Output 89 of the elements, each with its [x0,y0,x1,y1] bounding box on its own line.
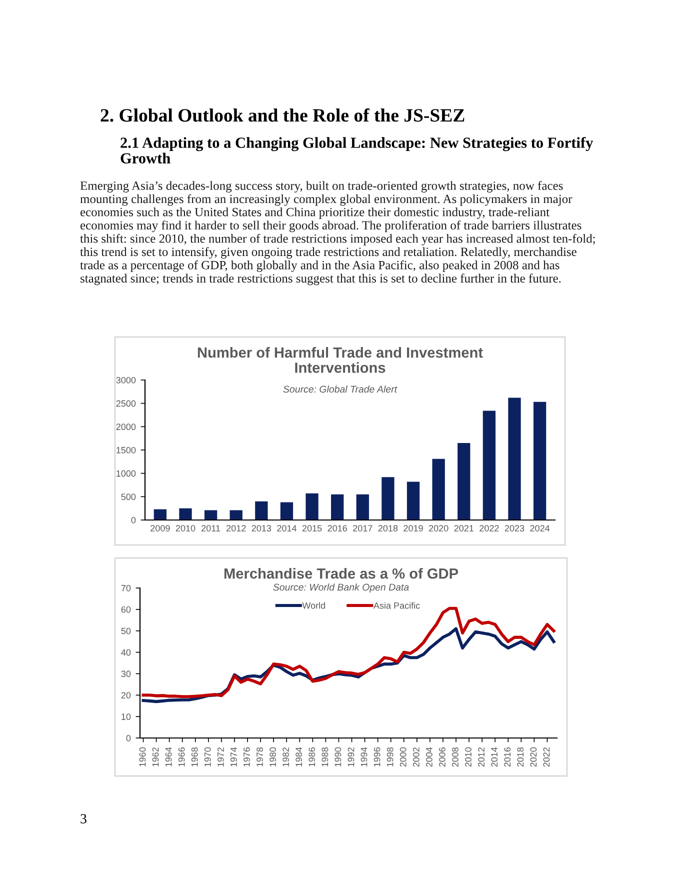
x-tick-label: 2011 [202,525,220,532]
x-tick-label: 1978 [256,747,263,766]
x-tick-label: 2017 [353,525,372,532]
x-tick-label: 1984 [296,747,302,766]
x-tick-label: 1982 [282,747,290,766]
legend-label: Asia Pacific [373,602,420,609]
x-tick-label: 1986 [308,747,316,766]
y-tick-label: 40 [121,649,131,656]
x-tick-label: 1960 [139,747,146,766]
bar [508,398,521,520]
y-tick-label: 2000 [116,424,136,430]
x-tick-label: 1996 [374,747,380,766]
x-tick-label: 2000 [400,747,406,767]
x-tick-label: 1974 [230,747,237,766]
legend-label: World [302,602,326,609]
x-tick-label: 1970 [204,747,211,766]
bar [458,443,470,520]
x-tick-label: 2018 [378,525,398,532]
x-tick-label: 2009 [150,525,170,532]
bar [356,494,369,520]
bar [179,508,192,520]
y-tick-label: 20 [121,692,131,699]
y-tick-label: 0 [126,734,131,742]
x-tick-label: 2019 [404,525,423,532]
x-tick-label: 2002 [412,747,420,767]
x-tick-label: 1976 [244,747,250,766]
x-tick-label: 2013 [252,525,272,532]
chart-title: Number of Harmful Trade and Investment Interventions [198,347,483,373]
bar [533,402,546,520]
x-tick-label: 2016 [504,747,511,767]
text: 3 [80,814,86,824]
x-tick-label: 1988 [322,747,328,766]
text: 2.1 Adapting to a Changing Global Landscape: New Strategies to Fortify Growth [120,137,594,164]
x-tick-label: 2015 [302,525,322,532]
x-tick-label: 1990 [334,747,342,766]
x-tick-label: 1966 [178,747,185,766]
x-tick-label: 2012 [226,525,246,532]
bar [331,494,344,520]
x-tick-label: 1992 [348,747,354,766]
y-tick-label: 1000 [116,470,136,477]
x-tick-label: 1998 [386,747,394,766]
x-tick-label: 2020 [530,747,537,767]
x-tick-label: 2010 [465,747,472,767]
x-tick-label: 2014 [491,747,498,767]
x-tick-label: 1968 [191,747,198,766]
x-tick-label: 2014 [277,525,297,532]
x-tick-label: 1994 [360,747,368,766]
x-tick-label: 2016 [328,525,347,532]
y-tick-label: 30 [121,670,131,678]
y-tick-label: 10 [122,714,131,720]
y-tick-label: 2500 [116,400,136,407]
bar [154,509,167,520]
text: Emerging Asia’s decades-long success story, built on trade-oriented growth strategies, now faces mounting challenges from an increasingly complex global environment. As policymakers in major economies such as the United States and China prioritize their domestic industry, trade-reliant economies may find it harder to sell their goods abroad. The proliferation of trade barriers illustrates this shift: since 2010, the number of trade restrictions imposed each year has increased almost ten-fold; this trend is set to intensify, given ongoing trade restrictions and retaliation. Relatedly, merchandise trade as a percentage of GDP, both globally and in the Asia Pacific, also peaked in 2008 and has stagnated since; trends in trade restrictions suggest that this is set to decline further in the future. [80,181,595,286]
x-tick-label: 2008 [452,747,458,767]
chart-subtitle: Source: World Bank Open Data [273,583,409,593]
bar [230,510,242,520]
bar [255,501,268,520]
x-tick-label: 1962 [152,747,159,766]
bar [204,510,218,520]
x-tick-label: 2018 [517,747,524,767]
x-tick-label: 2024 [530,525,550,532]
text: 2. Global Outlook and the Role of the JS-SEZ [100,108,464,122]
bar [306,493,318,520]
y-tick-label: 500 [121,494,136,500]
bar [280,502,294,520]
x-tick-label: 2022 [543,747,550,767]
bar [406,482,420,520]
x-tick-label: 2010 [176,525,196,532]
x-tick-label: 1972 [217,747,224,766]
y-tick-label: 0 [131,516,136,524]
y-tick-label: 3000 [116,376,136,384]
chart-subtitle: Source: Global Trade Alert [283,385,398,393]
x-tick-label: 2020 [428,525,448,532]
bar [482,410,496,520]
x-tick-label: 2006 [439,747,446,767]
x-tick-label: 2022 [480,525,499,532]
y-tick-label: 60 [121,606,131,613]
x-tick-label: 1980 [270,747,276,766]
x-tick-label: 2012 [478,747,484,767]
x-tick-label: 2021 [454,525,474,532]
y-tick-label: 70 [121,584,131,592]
x-tick-label: 2004 [426,747,432,767]
bar [432,458,445,520]
y-tick-label: 50 [121,628,131,634]
bar [382,477,394,520]
y-tick-label: 1500 [116,446,136,454]
chart-title: Merchandise Trade as a % of GDP [224,568,458,579]
x-tick-label: 1964 [165,747,172,766]
x-tick-label: 2023 [504,525,524,532]
